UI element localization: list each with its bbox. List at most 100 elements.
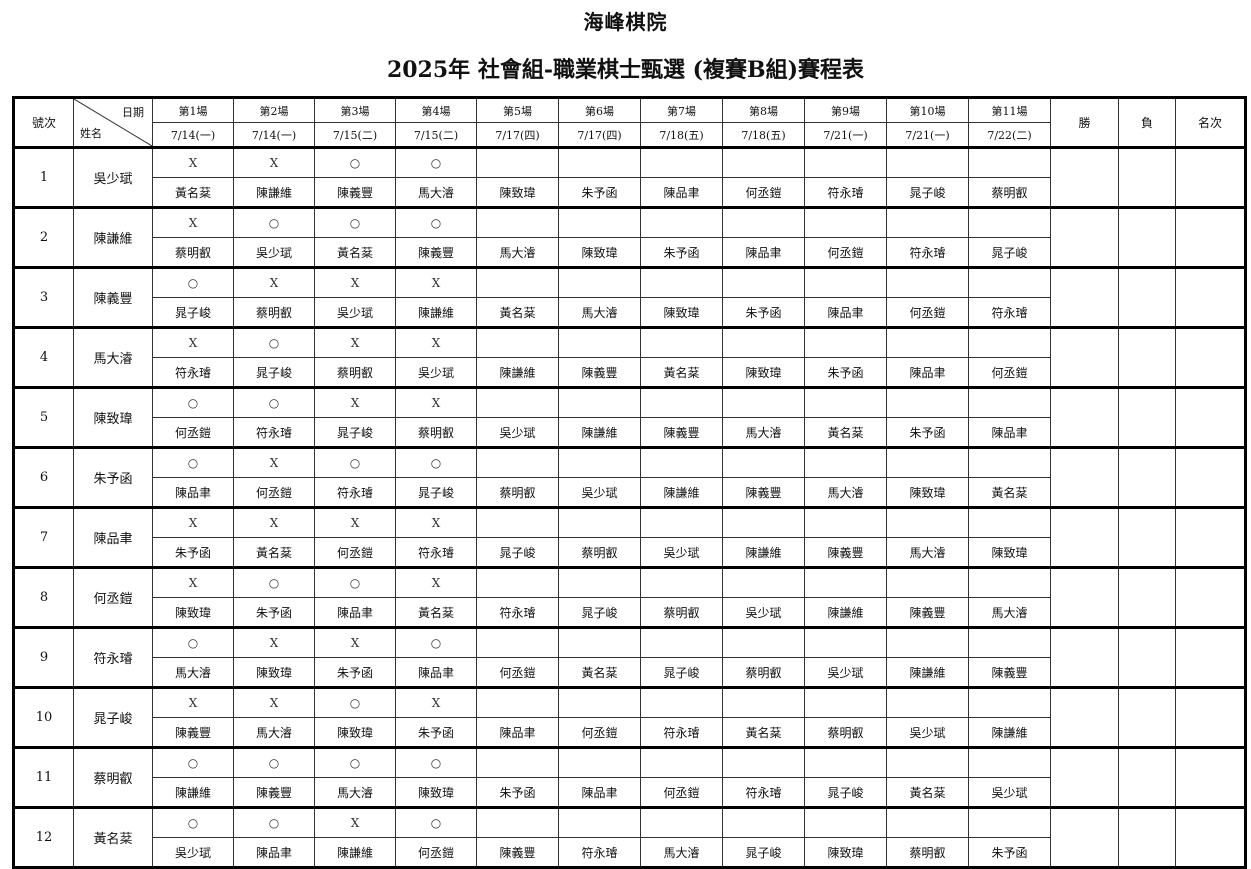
result-cell xyxy=(968,626,1051,658)
opponent-cell: 晁子峻 xyxy=(233,357,315,388)
opponent-cell: 晁子峻 xyxy=(722,837,805,868)
opponent-cell: 陳致瑋 xyxy=(233,657,315,688)
opponent-cell: 陳致瑋 xyxy=(968,537,1051,568)
round-date: 7/14(一) xyxy=(233,122,315,148)
result-cell xyxy=(476,566,559,598)
opponent-cell: 蔡明叡 xyxy=(476,477,559,508)
opponent-cell: 何丞鎧 xyxy=(722,177,805,208)
win-cell xyxy=(1050,266,1119,328)
result-cell xyxy=(886,746,969,778)
opponent-cell: 馬大濬 xyxy=(804,477,887,508)
result-cell: X xyxy=(395,686,477,718)
player-name: 陳謙維 xyxy=(73,206,153,268)
result-cell: X xyxy=(233,686,315,718)
opponent-cell: 朱予函 xyxy=(395,717,477,748)
result-cell xyxy=(558,446,641,478)
result-cell xyxy=(968,686,1051,718)
result-cell xyxy=(640,566,723,598)
player-number: 9 xyxy=(13,626,74,688)
result-cell: ○ xyxy=(395,746,477,778)
player-number: 2 xyxy=(13,206,74,268)
rank-cell xyxy=(1175,266,1246,328)
round-date: 7/17(四) xyxy=(558,122,641,148)
opponent-cell: 符永璿 xyxy=(395,537,477,568)
opponent-cell: 符永璿 xyxy=(722,777,805,808)
result-cell: X xyxy=(314,806,396,838)
player-name: 陳品聿 xyxy=(73,506,153,568)
player-number: 8 xyxy=(13,566,74,628)
result-cell xyxy=(558,686,641,718)
opponent-cell: 陳義豐 xyxy=(233,777,315,808)
result-cell: X xyxy=(395,386,477,418)
opponent-cell: 陳義豐 xyxy=(886,597,969,628)
opponent-cell: 陳謙維 xyxy=(314,837,396,868)
result-cell xyxy=(722,686,805,718)
result-cell xyxy=(886,326,969,358)
result-cell xyxy=(476,806,559,838)
player-number: 1 xyxy=(13,146,74,208)
opponent-cell: 何丞鎧 xyxy=(314,537,396,568)
result-cell: X xyxy=(314,326,396,358)
win-cell xyxy=(1050,326,1119,388)
loss-cell xyxy=(1118,506,1176,568)
opponent-cell: 晁子峻 xyxy=(886,177,969,208)
player-row: 11 蔡明叡 ○ ○ ○ ○ xyxy=(13,746,1246,808)
round-label: 第3場 xyxy=(314,97,396,123)
opponent-cell: 吳少珷 xyxy=(722,597,805,628)
round-date: 7/22(二) xyxy=(968,122,1051,148)
result-cell: ○ xyxy=(395,206,477,238)
opponent-cell: 黃名棻 xyxy=(804,417,887,448)
result-cell xyxy=(722,266,805,298)
opponent-cell: 朱予函 xyxy=(476,777,559,808)
opponent-cell: 馬大濬 xyxy=(152,657,234,688)
result-cell xyxy=(476,326,559,358)
opponent-cell: 蔡明叡 xyxy=(640,597,723,628)
result-cell: X xyxy=(152,506,234,538)
result-cell xyxy=(722,626,805,658)
result-cell xyxy=(476,446,559,478)
round-date: 7/18(五) xyxy=(722,122,805,148)
result-cell: X xyxy=(152,566,234,598)
result-cell xyxy=(886,386,969,418)
opponent-cell: 陳謙維 xyxy=(395,297,477,328)
result-cell xyxy=(804,506,887,538)
opponent-cell: 陳謙維 xyxy=(152,777,234,808)
opponent-cell: 吳少珷 xyxy=(476,417,559,448)
opponent-cell: 蔡明叡 xyxy=(233,297,315,328)
result-cell xyxy=(804,686,887,718)
rank-cell xyxy=(1175,626,1246,688)
player-number: 10 xyxy=(13,686,74,748)
rank-cell xyxy=(1175,506,1246,568)
rank-cell xyxy=(1175,746,1246,808)
round-date: 7/21(一) xyxy=(804,122,887,148)
result-cell xyxy=(804,806,887,838)
opponent-cell: 何丞鎧 xyxy=(968,357,1051,388)
result-cell xyxy=(558,206,641,238)
opponent-cell: 晁子峻 xyxy=(476,537,559,568)
player-row: 5 陳致瑋 ○ ○ X X xyxy=(13,386,1246,448)
result-cell xyxy=(640,446,723,478)
player-name: 何丞鎧 xyxy=(73,566,153,628)
loss-cell xyxy=(1118,206,1176,268)
opponent-cell: 何丞鎧 xyxy=(476,657,559,688)
opponent-cell: 吳少珷 xyxy=(968,777,1051,808)
opponent-cell: 陳義豐 xyxy=(395,237,477,268)
result-cell xyxy=(640,686,723,718)
opponent-cell: 晁子峻 xyxy=(152,297,234,328)
opponent-cell: 符永璿 xyxy=(314,477,396,508)
opponent-cell: 吳少珷 xyxy=(152,837,234,868)
result-cell xyxy=(640,146,723,178)
opponent-cell: 吳少珷 xyxy=(640,537,723,568)
loss-cell xyxy=(1118,446,1176,508)
opponent-cell: 陳謙維 xyxy=(886,657,969,688)
schedule-table: 號次 日期 姓名 第1場 第2場 第3場 第4場 第5場 第6場 第7場 第8場 第9場 第10場… xyxy=(12,96,1247,869)
player-number: 4 xyxy=(13,326,74,388)
opponent-cell: 陳義豐 xyxy=(722,477,805,508)
win-cell xyxy=(1050,146,1119,208)
round-date: 7/18(五) xyxy=(640,122,723,148)
result-cell: ○ xyxy=(233,566,315,598)
opponent-cell: 陳品聿 xyxy=(233,837,315,868)
opponent-cell: 陳品聿 xyxy=(968,417,1051,448)
result-cell xyxy=(804,626,887,658)
result-cell: ○ xyxy=(152,266,234,298)
